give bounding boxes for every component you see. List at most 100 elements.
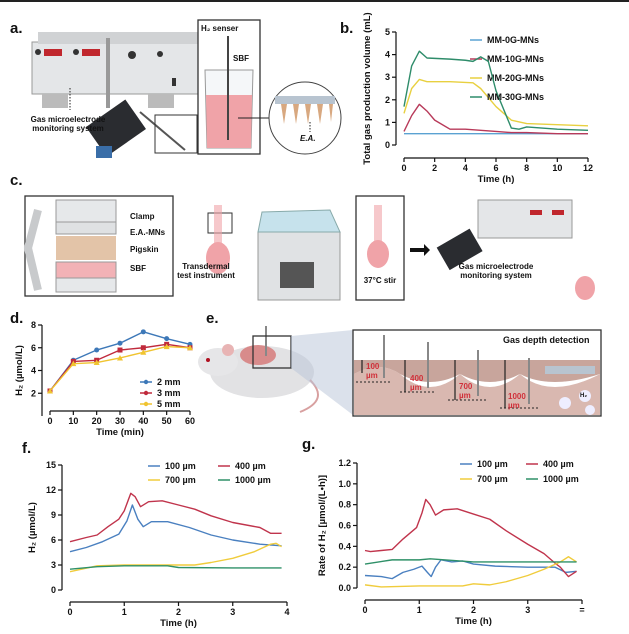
micromanipulator-a [86, 38, 186, 158]
series-line-100-m [364, 559, 577, 580]
legend-label: 100 µm [165, 461, 196, 471]
x-tick-label: 3 [230, 607, 235, 617]
panel-label-b: b. [340, 20, 354, 37]
x-tick-label: 3 [525, 605, 530, 615]
panel-label-a: a. [10, 20, 23, 37]
x-axis-label: Time (h) [160, 618, 197, 629]
chart-g: 0.0 0.2 0.4 0.6 0.8 1.0 1.2 0 1 2 3 = Time (h) Rate o… [317, 458, 585, 627]
zoom-box-a [154, 114, 198, 154]
y-tick-label: 4 [385, 50, 390, 60]
series-line-100-m [69, 504, 282, 553]
system-label-c: Gas microelectrode monitoring system [458, 262, 534, 280]
series-line-400-m [69, 492, 282, 543]
y-tick-label: 0.6 [338, 521, 351, 531]
system-label-a: Gas microelectrode monitoring system [30, 115, 106, 133]
panel-label-f: f. [22, 440, 32, 457]
data-point [47, 387, 53, 394]
x-axis-label: Time (min) [96, 427, 144, 438]
depth-label-100: 100 µm [366, 362, 380, 380]
x-tick-label: 20 [92, 416, 102, 426]
data-point [117, 340, 123, 346]
legend-label: MM-30G-MNs [487, 92, 544, 102]
x-tick-label: 2 [432, 163, 437, 173]
legend-label: MM-0G-MNs [487, 35, 539, 45]
legend-marker [143, 390, 149, 396]
y-tick-label: 0.0 [338, 583, 351, 593]
series-line-400-m [364, 498, 577, 578]
x-tick-label: 30 [115, 416, 125, 426]
panel-label-d: d. [10, 310, 24, 327]
x-tick-label: 10 [68, 416, 78, 426]
legend-label: 100 µm [477, 459, 508, 469]
y-axis-label: Rate of H₂ [µmol/(L•h)] [317, 475, 328, 576]
legend-label: 400 µm [543, 459, 574, 469]
ea-label: E.A. [300, 134, 316, 143]
x-tick-label: 8 [524, 163, 529, 173]
depth-label-700: 700 µm [459, 382, 473, 400]
series-line-MM-20G-MNs [403, 78, 589, 127]
data-point [93, 359, 100, 366]
series-line-MM-10G-MNs [403, 103, 588, 135]
x-tick-label: 40 [138, 416, 148, 426]
x-tick-label: 50 [162, 416, 172, 426]
data-point [94, 347, 100, 353]
x-tick-label: 12 [583, 163, 593, 173]
x-tick-label: 10 [552, 163, 562, 173]
data-point [163, 343, 170, 350]
series-line-700-m [69, 542, 282, 573]
x-tick-label: = [579, 605, 584, 615]
x-tick-label: 4 [463, 163, 468, 173]
data-point [164, 336, 170, 342]
y-tick-label: 12 [46, 485, 56, 495]
y-tick-label: 0 [385, 140, 390, 150]
x-tick-label: 6 [493, 163, 498, 173]
chart-d: 2 4 6 8 0 10 20 30 40 50 60 Time (min) H₂ (µmol/L) 2 … [14, 320, 195, 438]
x-tick-label: 4 [284, 607, 289, 617]
data-point [117, 347, 123, 353]
legend-label: 1000 µm [543, 474, 579, 484]
legend-label: 2 mm [157, 377, 181, 387]
y-tick-label: 8 [31, 320, 36, 330]
panel-label-c: c. [10, 172, 23, 189]
y-tick-label: 6 [31, 343, 36, 353]
y-tick-label: 9 [51, 510, 56, 520]
legend-marker [143, 401, 149, 407]
legend-label: 3 mm [157, 388, 181, 398]
data-point [140, 349, 147, 355]
y-tick-label: 1 [385, 117, 390, 127]
legend-label: MM-20G-MNs [487, 73, 544, 83]
x-tick-label: 2 [176, 607, 181, 617]
x-tick-label: 60 [185, 416, 195, 426]
series-line-1000-m [69, 565, 282, 570]
y-axis-label: H₂ (µmol/L) [14, 345, 25, 396]
y-tick-label: 1.0 [338, 479, 351, 489]
legend-label: 400 µm [235, 461, 266, 471]
x-tick-label: 0 [67, 607, 72, 617]
ea-mns-label: E.A.-MNs [130, 228, 166, 237]
y-tick-label: 0.4 [338, 541, 351, 551]
legend-label: 700 µm [477, 474, 508, 484]
x-tick-label: 0 [401, 163, 406, 173]
monitoring-device-a [31, 32, 211, 108]
stir-label: 37°C stir [363, 276, 397, 285]
x-tick-label: 0 [47, 416, 52, 426]
data-point [117, 354, 123, 361]
y-tick-label: 0.8 [338, 500, 351, 510]
data-point [187, 344, 193, 351]
y-tick-label: 0 [51, 585, 56, 595]
x-tick-label: 0 [362, 605, 367, 615]
y-tick-label: 1.2 [338, 458, 351, 468]
x-axis-label: Time (h) [478, 174, 515, 185]
depth-detection-title: Gas depth detection [503, 335, 590, 345]
y-tick-label: 3 [385, 72, 390, 82]
instrument-label: Transdermal test instrument [177, 262, 235, 280]
y-tick-label: 6 [51, 535, 56, 545]
clamp-label: Clamp [130, 212, 155, 221]
depth-label-1000: 1000 µm [508, 392, 526, 410]
x-tick-label: 1 [417, 605, 422, 615]
